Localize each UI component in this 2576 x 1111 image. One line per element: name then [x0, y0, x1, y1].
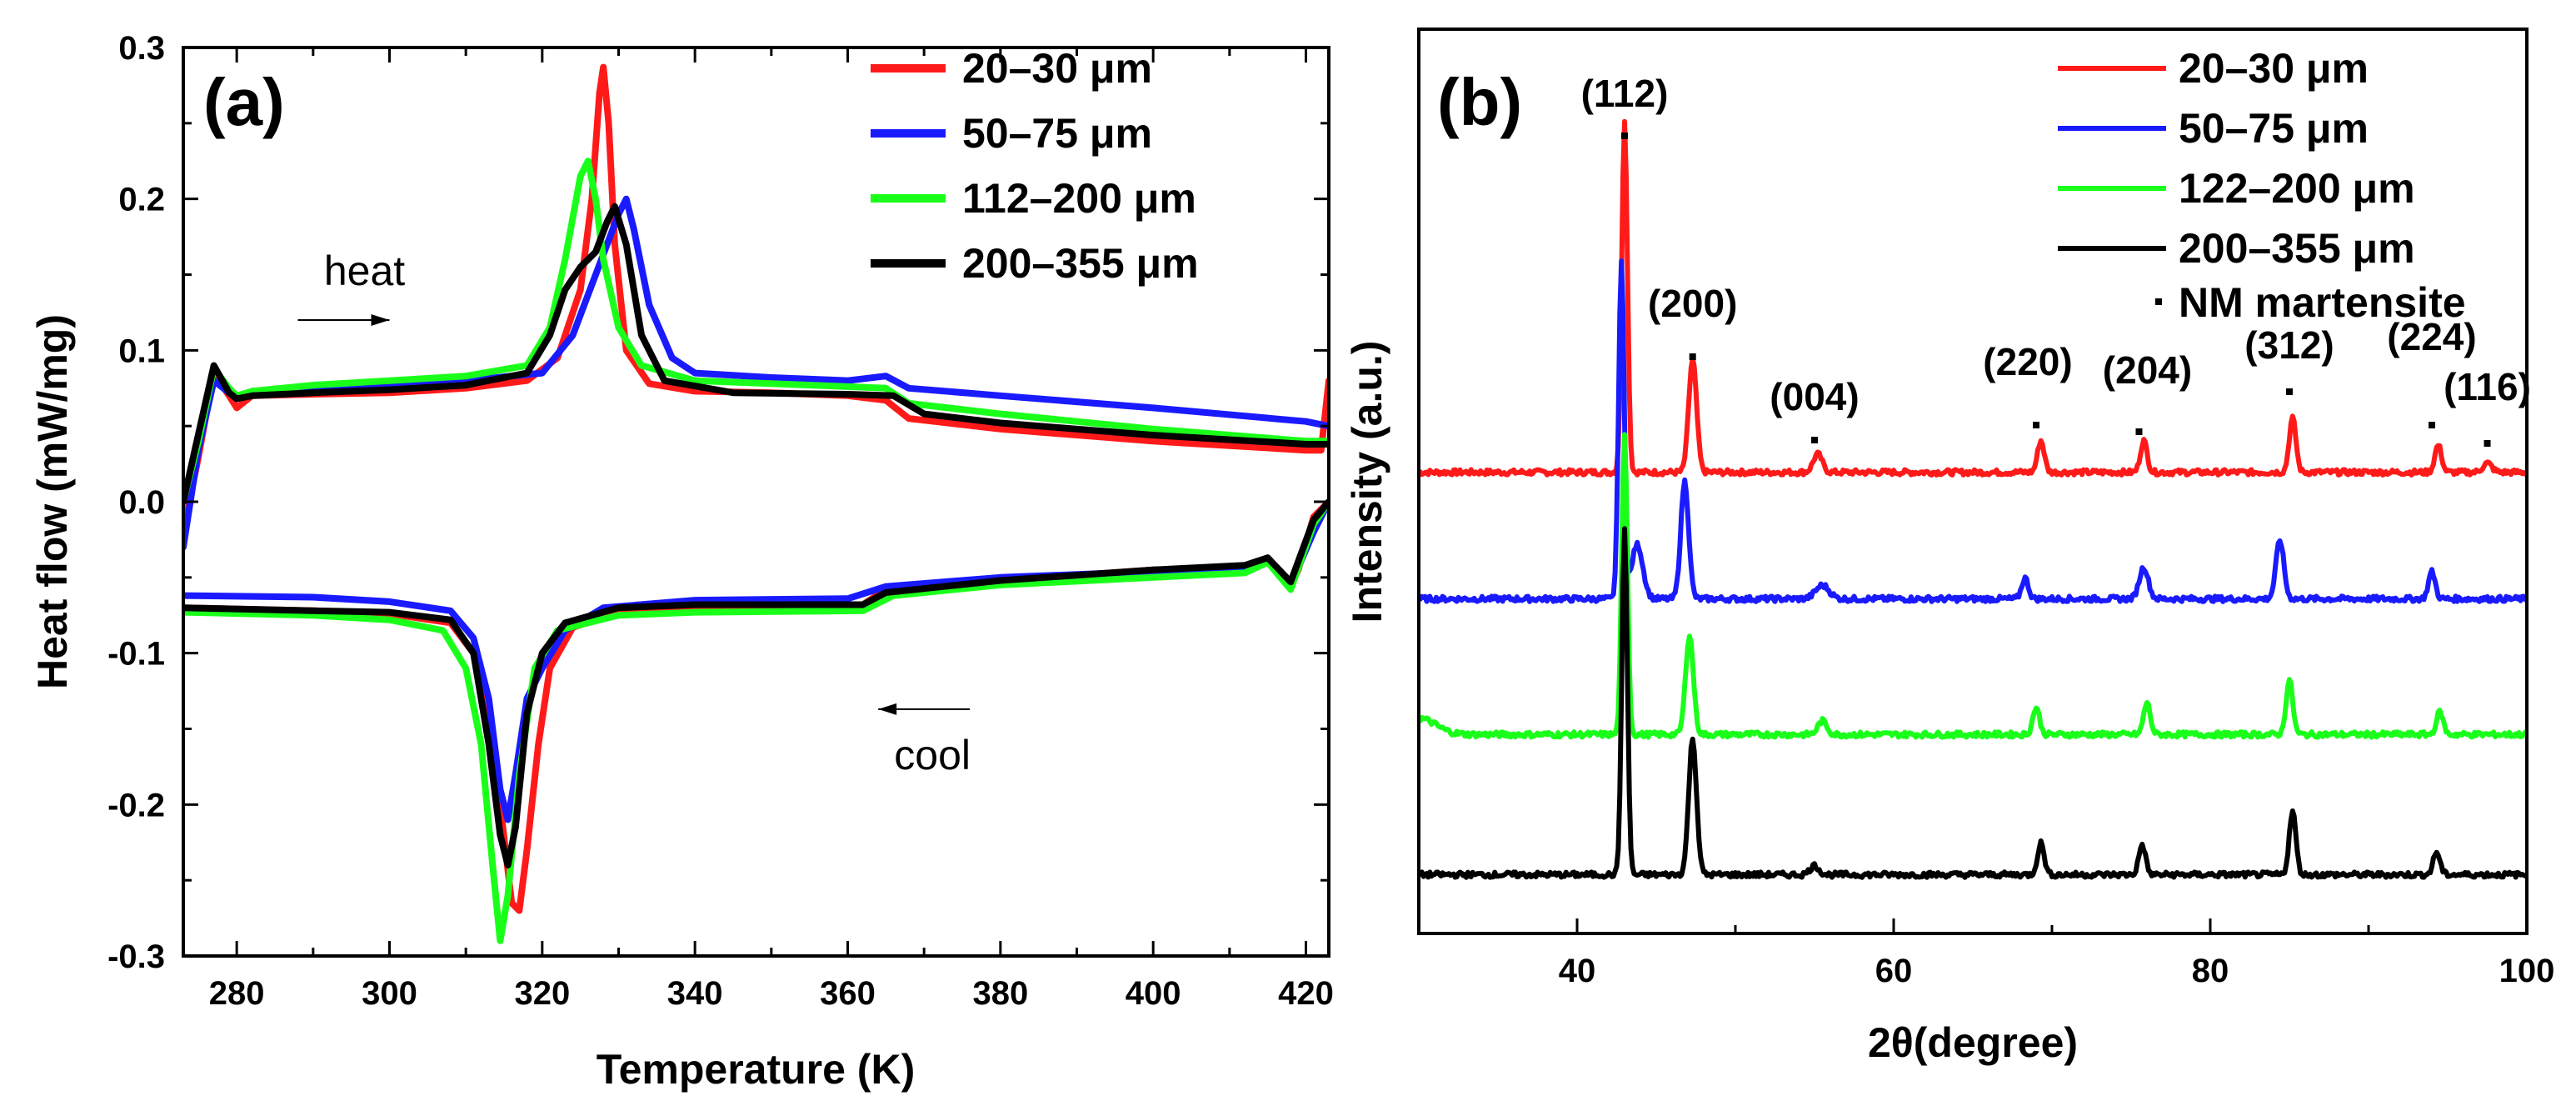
panel-a-cool-arrow-head	[878, 703, 897, 715]
panel-a-label: (a)	[203, 65, 285, 139]
panel-b-x-axis-label: 2θ(degree)	[1868, 1019, 2078, 1066]
panel-a-legend: 20–30 μm 50–75 μm 112–200 μm 200–355 μm	[871, 45, 1199, 287]
panel-b-peak-label: (004)	[1770, 375, 1859, 418]
panel-a-cool-label: cool	[894, 732, 971, 778]
panel-b-nm-martensite-marker	[2484, 440, 2491, 447]
panel-b-peak-label: (220)	[1983, 340, 2072, 383]
panel-a-y-tick-label: 0.0	[118, 484, 165, 521]
panel-b-x-tick-label: 80	[2192, 953, 2229, 989]
panel-b-x-tick-label: 60	[1875, 953, 1913, 989]
panel-b-nm-martensite-marker	[2429, 422, 2435, 428]
panel-b-nm-martensite-marker	[1621, 133, 1628, 139]
panel-a-x-tick-label: 300	[362, 975, 417, 1012]
panel-a-x-tick-label: 340	[667, 975, 723, 1012]
panel-a-x-tick-label: 280	[209, 975, 265, 1012]
panel-a-series-4-heating-line	[183, 203, 1329, 505]
panel-b-nm-martensite-marker	[1811, 437, 1818, 443]
panel-b-y-axis-label: Intensity (a.u.)	[1344, 341, 1390, 623]
panel-a-heat-arrow-head	[371, 314, 390, 326]
panel-b-series-4-line	[1419, 526, 2527, 880]
panel-b-nm-martensite-marker	[2286, 388, 2293, 395]
panel-a-y-tick-label: 0.1	[118, 333, 165, 369]
panel-b-x-tick-label: 40	[1559, 953, 1596, 989]
panel-a-x-tick-label: 360	[820, 975, 876, 1012]
panel-b-series-group	[1419, 118, 2527, 880]
panel-a-series-2-cooling-line	[183, 498, 1329, 823]
panel-a-legend-label-2: 50–75 μm	[962, 110, 1152, 157]
panel-b-peak-label: (112)	[1581, 72, 1669, 115]
panel-a-y-tick-label: 0.3	[118, 30, 165, 67]
panel-a-legend-label-1: 20–30 μm	[962, 45, 1152, 92]
panel-b-nm-martensite-marker	[2135, 428, 2143, 435]
panel-a-y-tick-label: -0.3	[107, 938, 165, 975]
panel-b-chart: 40 60 80 100 2θ(degree) Intensity (a.u.) (b…	[1344, 28, 2555, 1066]
panel-a-y-tick-label: -0.2	[107, 787, 165, 823]
panel-b-legend-label-4: 200–355 μm	[2179, 225, 2415, 272]
panel-b-series-2-line	[1419, 258, 2527, 604]
panel-b-plot-frame	[1417, 28, 2529, 935]
panel-b-legend-nm-martensite: NM martensite	[2179, 279, 2466, 326]
panel-a-x-tick-label: 320	[514, 975, 570, 1012]
panel-a-y-tick-label: 0.2	[118, 182, 165, 218]
panel-b-nm-martensite-marker	[1689, 353, 1696, 360]
panel-a-series-4-cooling-line	[183, 498, 1329, 868]
panel-b-peak-label: (224)	[2387, 315, 2476, 358]
panel-b-label: (b)	[1437, 65, 1522, 139]
panel-a-x-tick-label: 380	[972, 975, 1028, 1012]
panel-a-legend-label-4: 200–355 μm	[962, 240, 1199, 287]
panel-b-legend: 20–30 μm 50–75 μm 122–200 μm 200–355 μm NM m…	[2058, 45, 2466, 326]
panel-b-peak-label: (116)	[2444, 365, 2531, 408]
panel-b-peak-label: (200)	[1648, 282, 1737, 325]
panel-b-x-tick-label: 100	[2499, 953, 2555, 989]
panel-a-x-tick-label: 400	[1126, 975, 1181, 1012]
panel-a-series-group	[183, 63, 1329, 944]
panel-a-heat-label: heat	[324, 248, 405, 294]
panel-b-peak-label: (204)	[2103, 348, 2192, 392]
panel-b-peak-label: (312)	[2244, 323, 2334, 367]
panel-a-x-axis-label: Temperature (K)	[597, 1046, 915, 1093]
panel-b-legend-label-2: 50–75 μm	[2179, 105, 2369, 152]
panel-a-series-1-cooling-line	[183, 498, 1329, 914]
panel-b-legend-label-1: 20–30 μm	[2179, 45, 2369, 92]
panel-b-legend-martensite-marker	[2155, 298, 2162, 305]
panel-a-y-tick-label: -0.1	[107, 636, 165, 673]
panel-b-nm-martensite-marker	[2033, 422, 2039, 428]
panel-b-series-1-line	[1419, 118, 2527, 478]
panel-a-chart: 280 300 320 340 360 380 400 420 -0.3 -0.2 -0.1 0.0 0…	[29, 30, 1334, 1093]
panel-a-x-tick-label: 420	[1278, 975, 1334, 1012]
panel-b-series-3-line	[1419, 432, 2527, 740]
panel-a-series-1-heating-line	[183, 63, 1329, 536]
panel-b-legend-label-3: 122–200 μm	[2179, 165, 2415, 212]
panel-a-y-axis-label: Heat flow (mW/mg)	[29, 314, 76, 689]
panel-a-legend-label-3: 112–200 μm	[962, 175, 1196, 222]
